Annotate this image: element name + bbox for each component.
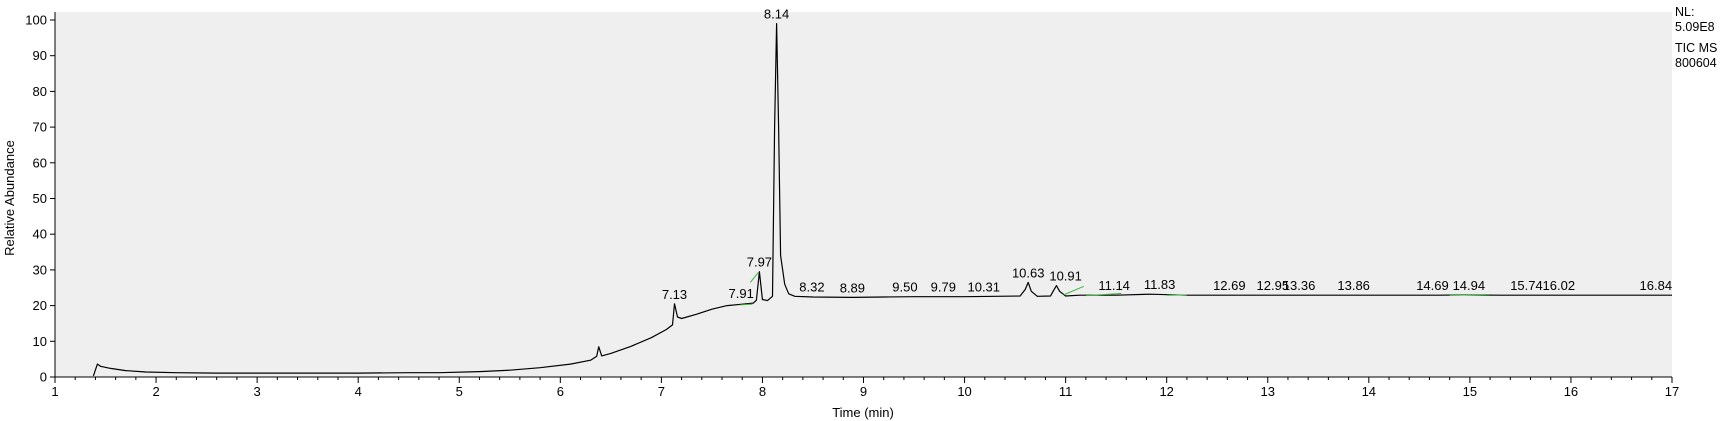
y-tick-label: 80	[33, 84, 47, 99]
x-tick-label: 3	[254, 384, 261, 399]
x-tick-label: 11	[1059, 384, 1073, 399]
peak-label: 10.63	[1012, 265, 1045, 280]
baseline-mark-group	[740, 272, 1491, 306]
x-tick-label: 14	[1362, 384, 1376, 399]
peak-label: 14.94	[1453, 278, 1486, 293]
y-tick-label: 90	[33, 48, 47, 63]
peak-label: 16.02	[1543, 278, 1576, 293]
peak-label: 9.79	[931, 280, 956, 295]
x-tick-label: 8	[759, 384, 766, 399]
y-ticks-group: 0 10 20 30 40 50 60 70 80 90 100	[25, 13, 55, 385]
y-tick-label: 10	[33, 334, 47, 349]
x-tick-label: 9	[860, 384, 867, 399]
x-tick-label: 16	[1564, 384, 1578, 399]
y-tick-label: 30	[33, 262, 47, 277]
y-tick-label: 20	[33, 298, 47, 313]
peak-labels-group: 7.13 7.91 7.97 8.14 8.32 8.89 9.50 9.79 10.31 10.…	[662, 7, 1672, 302]
y-tick-label: 40	[33, 227, 47, 242]
info-line-scan-type: TIC MS	[1675, 41, 1717, 55]
x-tick-label: 12	[1159, 384, 1173, 399]
plot-area	[55, 12, 1672, 377]
peak-label: 8.14	[764, 7, 789, 22]
baseline-mark	[749, 272, 759, 283]
y-tick-label: 60	[33, 155, 47, 170]
info-line-nl: NL:	[1675, 5, 1694, 19]
peak-label: 8.89	[840, 280, 865, 295]
baseline-mark	[1449, 294, 1491, 296]
x-tick-label: 4	[355, 384, 362, 399]
y-axis-title: Relative Abundance	[2, 140, 17, 256]
info-line-nl-value: 5.09E8	[1675, 20, 1715, 34]
peak-label: 16.84	[1640, 278, 1673, 293]
info-line-file-id: 800604	[1675, 56, 1717, 70]
x-tick-label: 2	[152, 384, 159, 399]
peak-label: 15.74	[1510, 278, 1543, 293]
peak-label: 7.91	[729, 286, 754, 301]
x-axis-title: Time (min)	[832, 405, 894, 420]
peak-label: 12.69	[1213, 278, 1246, 293]
x-tick-label: 13	[1261, 384, 1275, 399]
peak-label: 11.14	[1098, 278, 1130, 293]
peak-label: 12.95	[1257, 278, 1290, 293]
x-tick-label: 6	[557, 384, 564, 399]
x-tick-label: 10	[957, 384, 971, 399]
baseline-mark	[740, 303, 753, 306]
y-tick-label: 100	[25, 13, 47, 28]
peak-label: 7.97	[747, 255, 772, 270]
y-tick-label: 50	[33, 191, 47, 206]
y-tick-label: 70	[33, 120, 47, 135]
peak-label: 14.69	[1416, 278, 1449, 293]
x-tick-label: 17	[1665, 384, 1679, 399]
x-tick-label: 5	[456, 384, 463, 399]
baseline-mark	[1085, 292, 1122, 297]
peak-label: 9.50	[892, 280, 917, 295]
peak-label: 13.86	[1337, 278, 1370, 293]
x-tick-label: 7	[658, 384, 665, 399]
x-ticks-group: 1 2 3 4 5 6 7 8 9 10 11 12 13 14 15 16 17	[51, 377, 1679, 399]
peak-label: 10.91	[1049, 269, 1082, 284]
peak-label: 8.32	[799, 279, 824, 294]
peak-label: 13.36	[1283, 278, 1316, 293]
peak-label: 7.13	[662, 287, 687, 302]
peak-label: 10.31	[967, 279, 1000, 294]
peak-label: 11.83	[1144, 277, 1176, 292]
x-tick-label: 1	[51, 384, 58, 399]
y-tick-label: 0	[40, 370, 47, 385]
x-tick-label: 15	[1463, 384, 1477, 399]
baseline-mark	[1063, 285, 1085, 296]
